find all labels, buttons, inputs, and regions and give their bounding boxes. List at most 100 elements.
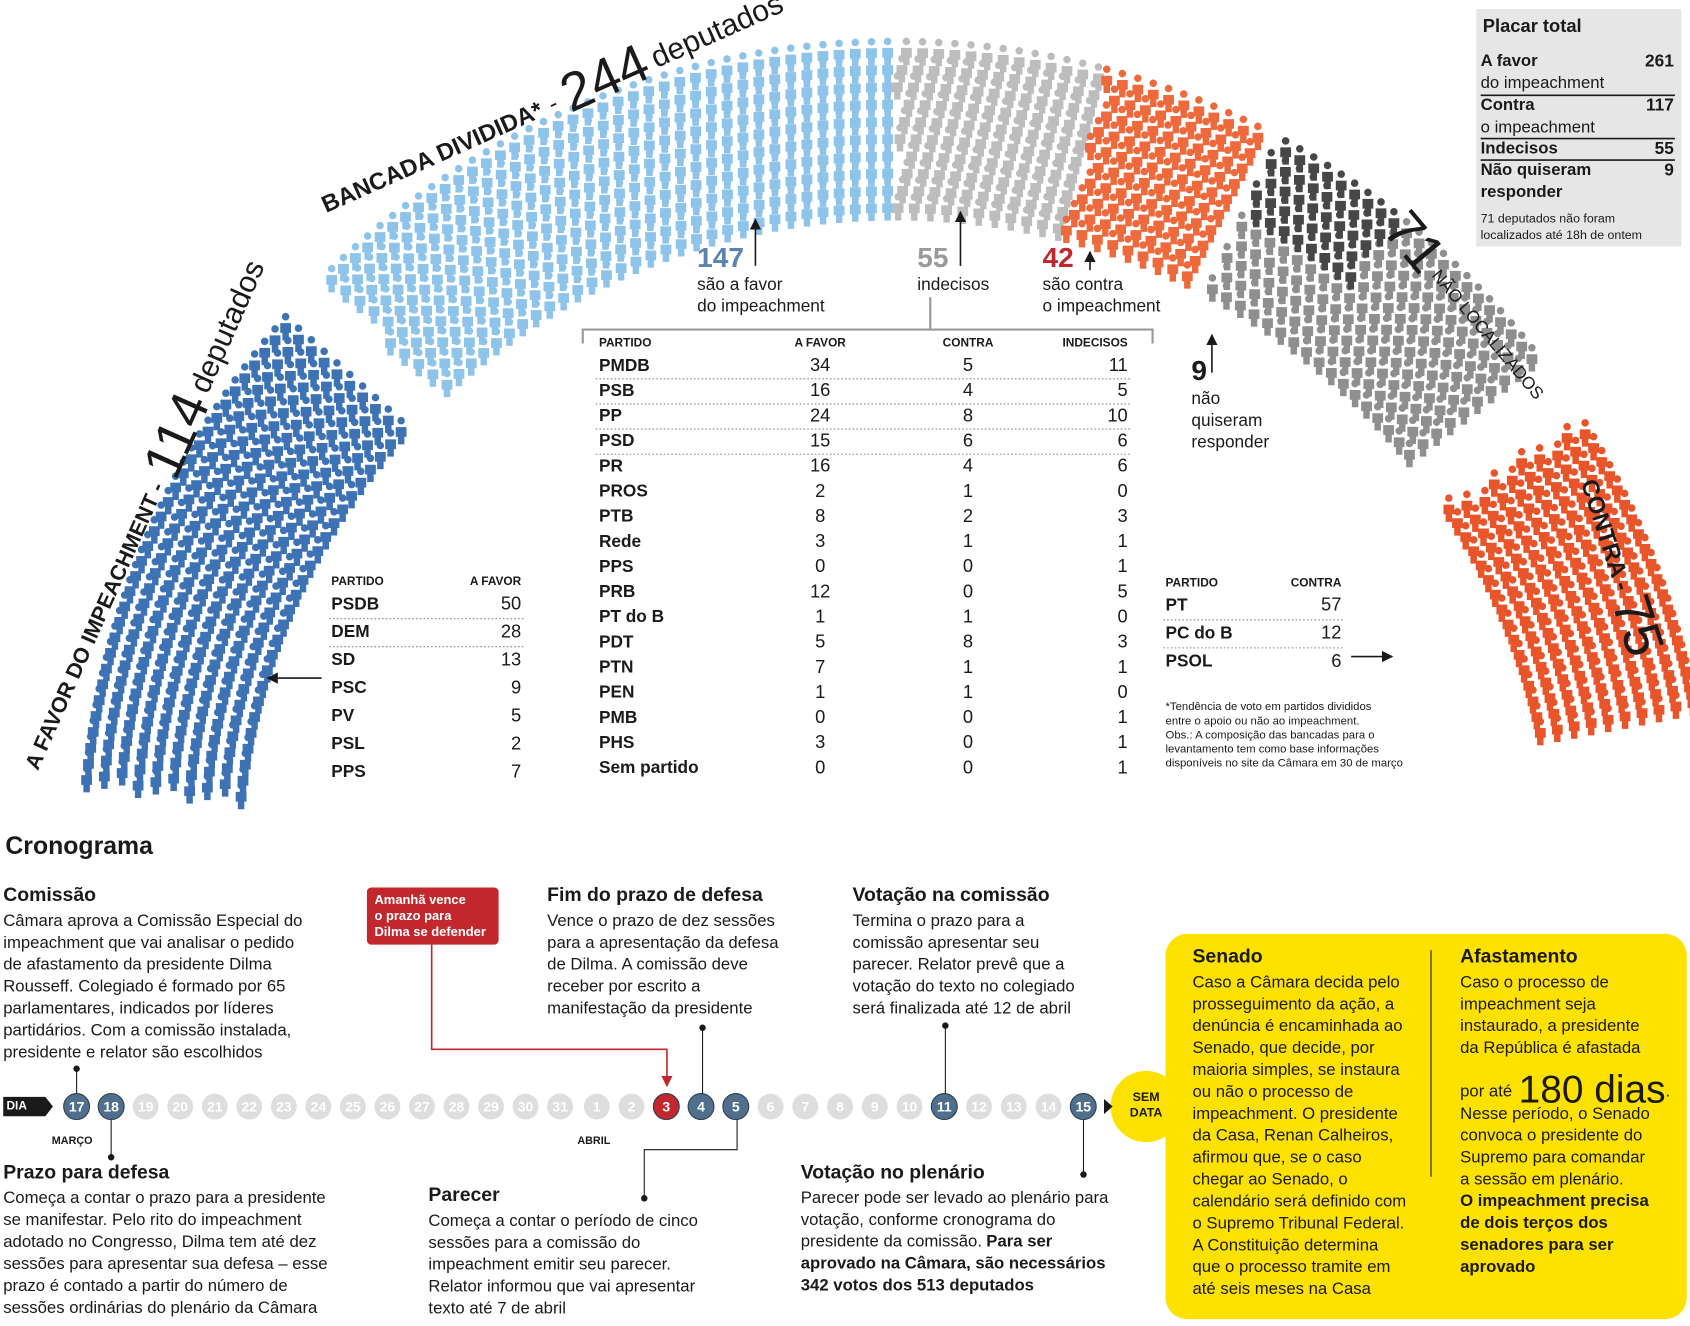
deputy-icon xyxy=(447,295,459,324)
event-title: Afastamento xyxy=(1460,946,1578,968)
deputy-icon xyxy=(257,570,268,598)
deputy-icon xyxy=(769,134,781,162)
deputy-icon xyxy=(538,136,550,165)
deputy-icon xyxy=(912,55,924,83)
deputy-icon xyxy=(597,92,609,120)
deputy-icon xyxy=(901,158,913,187)
deputy-icon xyxy=(540,193,552,222)
deputy-icon xyxy=(961,179,973,208)
deputy-icon xyxy=(390,253,402,281)
deputy-icon xyxy=(1493,546,1505,575)
deputy-icon xyxy=(440,193,452,222)
deputy-icon xyxy=(1221,184,1232,212)
scoreboard-note: localizados até 18h de ontem xyxy=(1481,228,1642,242)
deputy-icon xyxy=(601,259,612,288)
deputy-icon xyxy=(1088,79,1100,108)
day-circle xyxy=(757,1093,784,1120)
deputy-icon xyxy=(645,221,656,250)
favor-table-party: PSDB xyxy=(331,593,379,613)
deputy-icon xyxy=(1208,102,1220,130)
deputy-icon xyxy=(785,131,797,160)
contra-table-party: PC do B xyxy=(1166,622,1233,642)
deputy-icon xyxy=(1018,152,1030,181)
deputy-icon xyxy=(1305,253,1317,282)
deputy-icon xyxy=(1431,315,1443,343)
deputy-icon xyxy=(1307,193,1319,221)
table-bracket xyxy=(581,297,1154,344)
divided-table-header: INDECISOS xyxy=(1062,336,1127,350)
deputy-icon xyxy=(1552,648,1564,676)
deputy-icon xyxy=(1307,173,1319,201)
deputy-icon xyxy=(1559,565,1571,594)
deputy-icon xyxy=(866,72,877,101)
deputy-icon xyxy=(1068,199,1080,228)
deputy-icon xyxy=(1014,169,1026,198)
day-circle xyxy=(97,1093,125,1121)
deputy-icon xyxy=(366,274,378,303)
deputy-icon xyxy=(1377,358,1388,386)
deputy-icon xyxy=(1360,230,1372,258)
deputy-icon xyxy=(1160,232,1172,260)
deputy-icon xyxy=(1353,336,1365,364)
event-text: votação do texto no colegiado xyxy=(853,977,1075,996)
deputy-icon xyxy=(1379,336,1391,364)
day-label: 29 xyxy=(483,1098,499,1114)
divided-table-value: 1 xyxy=(1118,731,1128,752)
event-text-part: senadores para ser xyxy=(1460,1235,1614,1254)
deputy-icon xyxy=(1264,227,1276,256)
deputy-icon xyxy=(1481,317,1493,346)
deputy-icon xyxy=(530,299,542,328)
deputy-icon xyxy=(569,179,581,207)
deputy-icon xyxy=(243,558,255,586)
deputy-icon xyxy=(339,431,351,459)
deputy-icon xyxy=(294,498,305,526)
deputy-icon xyxy=(1599,573,1611,602)
event-title: Senado xyxy=(1192,946,1262,968)
deputy-icon xyxy=(254,463,266,491)
deputy-icon xyxy=(1579,419,1591,447)
day-label: 11 xyxy=(937,1098,952,1114)
deputy-icon xyxy=(1611,604,1622,632)
divided-table-party: PP xyxy=(599,405,622,425)
deputy-icon xyxy=(1387,228,1399,257)
deputy-icon xyxy=(965,41,977,69)
deputy-icon xyxy=(1568,468,1580,496)
deputy-icon xyxy=(582,116,594,145)
event-text: texto até 7 de abril xyxy=(428,1299,566,1318)
deputy-icon xyxy=(449,316,461,345)
deputy-icon xyxy=(1176,201,1187,229)
deputy-icon xyxy=(516,288,527,317)
deputy-icon xyxy=(169,513,180,541)
footnote: entre o apoio ou não ao impeachment. xyxy=(1166,715,1360,727)
event-text-part: de dois terços dos xyxy=(1460,1213,1608,1232)
deputy-icon xyxy=(585,229,597,257)
deputy-icon xyxy=(737,193,749,221)
deputy-icon xyxy=(372,417,384,446)
deputy-icon xyxy=(235,781,247,810)
scoreboard-label-part: A favor xyxy=(1481,51,1538,70)
deputy-icon xyxy=(1582,626,1593,654)
deputy-icon xyxy=(465,348,477,376)
divided-table-value: 1 xyxy=(1118,756,1128,777)
deputy-icon xyxy=(541,213,552,241)
deputy-icon xyxy=(1052,89,1064,117)
deputy-icon xyxy=(1374,218,1386,247)
deputy-icon xyxy=(583,135,595,163)
event-text: adotado no Congresso, Dilma tem até dez xyxy=(3,1232,316,1251)
deputy-icon xyxy=(769,169,781,197)
deputy-icon xyxy=(1009,186,1021,214)
deputy-icon xyxy=(753,189,765,218)
deputy-icon xyxy=(241,451,253,480)
deputy-icon xyxy=(1662,594,1674,622)
deputy-icon xyxy=(1317,284,1329,312)
deputy-icon xyxy=(849,142,861,170)
deputy-icon xyxy=(1568,711,1580,739)
day-circle xyxy=(827,1093,853,1120)
no-answer-count: 9 xyxy=(1191,355,1207,386)
deputy-icon xyxy=(467,176,479,204)
deputy-icon xyxy=(320,457,332,486)
deputy-icon xyxy=(706,112,717,140)
deputy-icon xyxy=(1130,219,1142,248)
divided-table-value: 1 xyxy=(1118,530,1128,551)
deputy-icon xyxy=(1198,192,1210,221)
